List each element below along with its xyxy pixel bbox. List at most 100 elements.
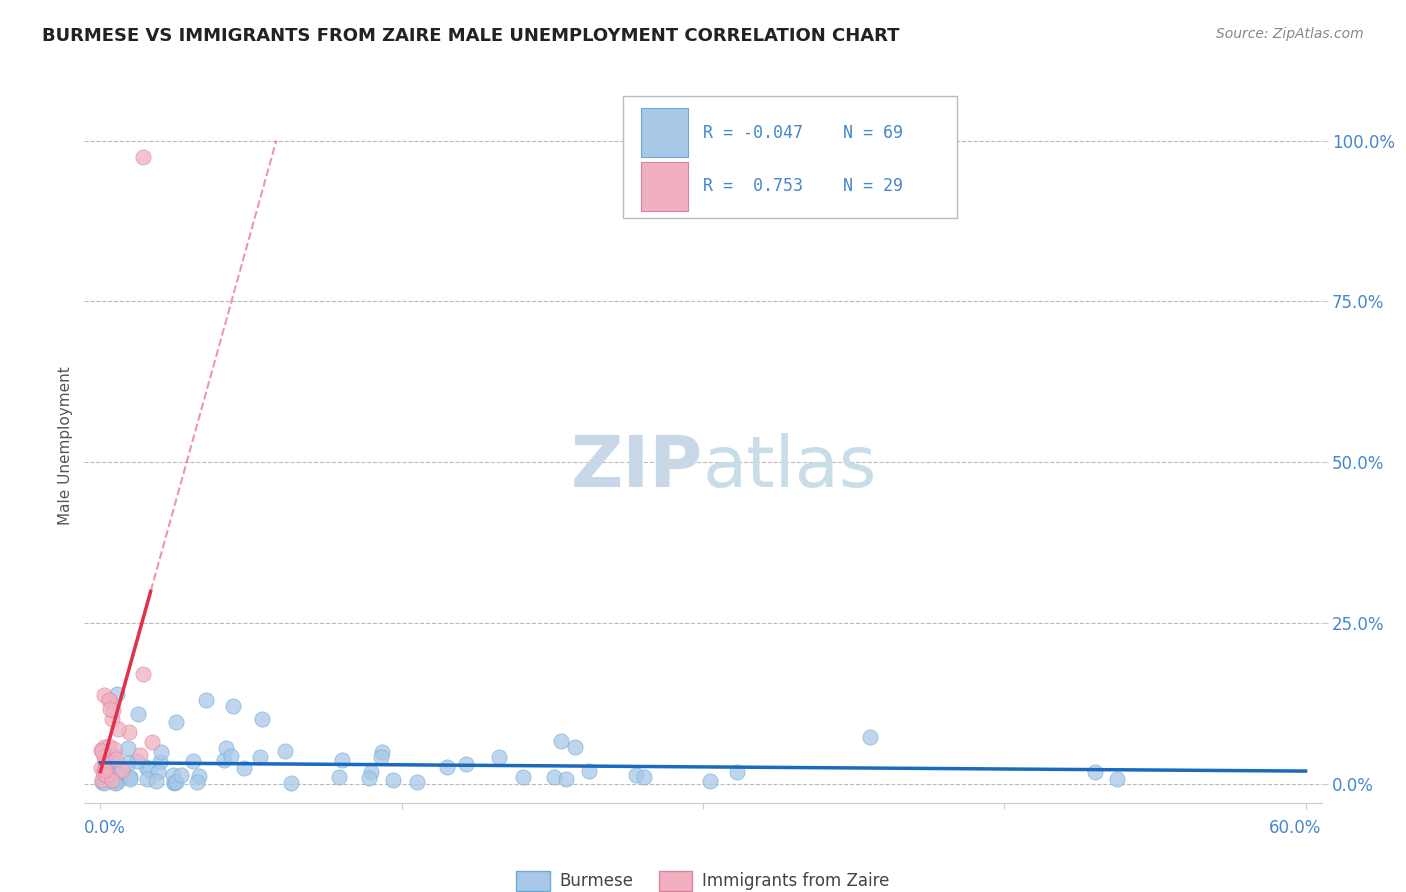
Point bbox=[101, 773, 124, 788]
Point bbox=[93, 688, 115, 702]
Point bbox=[118, 772, 141, 786]
Point bbox=[127, 706, 149, 721]
Point bbox=[93, 750, 115, 764]
Point bbox=[103, 756, 125, 771]
Text: 60.0%: 60.0% bbox=[1270, 819, 1322, 837]
Point bbox=[550, 734, 572, 748]
Text: ZIP: ZIP bbox=[571, 433, 703, 502]
Point bbox=[118, 725, 141, 739]
Legend: Burmese, Immigrants from Zaire: Burmese, Immigrants from Zaire bbox=[510, 864, 896, 892]
Point bbox=[105, 775, 128, 789]
Point bbox=[165, 774, 187, 789]
Point bbox=[725, 764, 748, 779]
Point bbox=[578, 764, 600, 778]
Point bbox=[188, 769, 211, 783]
Point bbox=[141, 735, 163, 749]
Point bbox=[360, 765, 382, 780]
Point bbox=[136, 772, 159, 787]
Point bbox=[219, 749, 242, 764]
Point bbox=[405, 774, 427, 789]
Point bbox=[150, 745, 173, 759]
Point bbox=[105, 686, 128, 700]
Point bbox=[166, 715, 188, 730]
Point bbox=[436, 760, 458, 774]
Point bbox=[163, 775, 186, 789]
Point bbox=[145, 773, 167, 788]
Point bbox=[105, 752, 128, 766]
Point bbox=[107, 722, 129, 736]
Point bbox=[250, 712, 273, 726]
Point bbox=[371, 745, 394, 759]
Text: 0.0%: 0.0% bbox=[84, 819, 127, 837]
Point bbox=[330, 753, 353, 767]
Text: BURMESE VS IMMIGRANTS FROM ZAIRE MALE UNEMPLOYMENT CORRELATION CHART: BURMESE VS IMMIGRANTS FROM ZAIRE MALE UN… bbox=[42, 27, 900, 45]
Point bbox=[222, 699, 245, 714]
Point bbox=[699, 774, 721, 789]
Point bbox=[456, 757, 478, 772]
Point bbox=[93, 776, 115, 790]
Text: atlas: atlas bbox=[703, 433, 877, 502]
Point bbox=[186, 775, 208, 789]
Point bbox=[212, 753, 235, 767]
Point bbox=[135, 760, 157, 774]
Point bbox=[1083, 764, 1105, 779]
Point bbox=[170, 767, 193, 781]
Point bbox=[117, 756, 139, 771]
Point bbox=[93, 754, 115, 768]
Point bbox=[93, 763, 115, 777]
Point bbox=[111, 763, 134, 777]
Point bbox=[382, 773, 405, 788]
Point bbox=[280, 776, 302, 790]
Point bbox=[93, 767, 115, 781]
Point bbox=[162, 767, 184, 781]
Point bbox=[91, 772, 114, 787]
Point bbox=[138, 764, 160, 778]
FancyBboxPatch shape bbox=[623, 96, 956, 218]
Point bbox=[94, 767, 117, 781]
Point bbox=[195, 693, 218, 707]
Point bbox=[273, 743, 295, 757]
Point bbox=[101, 774, 124, 789]
Point bbox=[94, 756, 117, 770]
Point bbox=[624, 768, 647, 782]
Point bbox=[97, 739, 120, 753]
Point bbox=[93, 740, 115, 755]
Point bbox=[215, 740, 238, 755]
Point bbox=[100, 712, 122, 726]
Text: R = -0.047    N = 69: R = -0.047 N = 69 bbox=[703, 124, 903, 142]
Point bbox=[97, 693, 120, 707]
Text: Source: ZipAtlas.com: Source: ZipAtlas.com bbox=[1216, 27, 1364, 41]
Point bbox=[104, 776, 127, 790]
Point bbox=[149, 756, 172, 770]
Point bbox=[633, 770, 655, 784]
Point bbox=[129, 747, 152, 762]
Point bbox=[103, 749, 125, 764]
Point bbox=[103, 742, 125, 756]
Point bbox=[132, 667, 155, 681]
Point bbox=[107, 765, 129, 780]
Point bbox=[543, 770, 565, 784]
FancyBboxPatch shape bbox=[641, 109, 688, 157]
FancyBboxPatch shape bbox=[641, 162, 688, 211]
Point bbox=[127, 754, 149, 768]
Point bbox=[98, 702, 121, 716]
Point bbox=[488, 750, 510, 764]
Point bbox=[859, 731, 882, 745]
Y-axis label: Male Unemployment: Male Unemployment bbox=[58, 367, 73, 525]
Point bbox=[101, 703, 124, 717]
Point bbox=[233, 761, 256, 775]
Point bbox=[90, 743, 112, 757]
Point bbox=[555, 772, 578, 787]
Point bbox=[117, 741, 139, 756]
Point bbox=[93, 768, 115, 782]
Point bbox=[118, 770, 141, 784]
Point bbox=[108, 770, 131, 784]
Point bbox=[91, 774, 114, 789]
Point bbox=[512, 770, 534, 784]
Point bbox=[94, 760, 117, 774]
Point bbox=[359, 771, 381, 785]
Point bbox=[148, 764, 170, 779]
Point bbox=[94, 763, 117, 777]
Point bbox=[181, 754, 204, 768]
Point bbox=[1107, 772, 1129, 787]
